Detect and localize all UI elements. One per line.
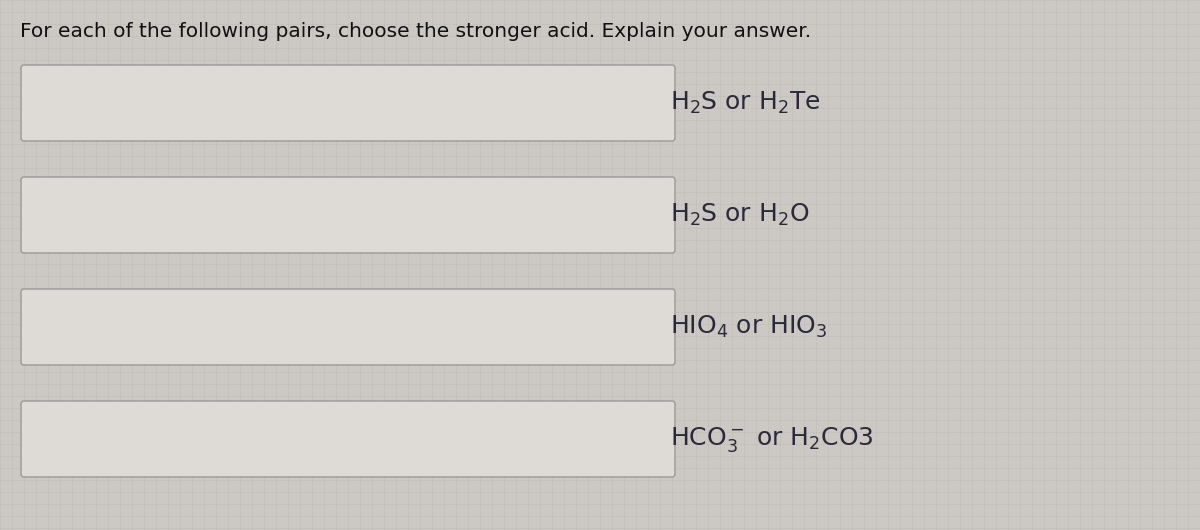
Text: $\mathregular{HCO_3^-}$ or $\mathregular{H_2CO3}$: $\mathregular{HCO_3^-}$ or $\mathregular… [670,425,874,454]
Text: $\mathregular{H_2S}$ or $\mathregular{H_2Te}$: $\mathregular{H_2S}$ or $\mathregular{H_… [670,90,821,116]
Text: $\mathregular{HIO_4}$ or $\mathregular{HIO_3}$: $\mathregular{HIO_4}$ or $\mathregular{H… [670,314,827,340]
Text: $\mathregular{H_2S}$ or $\mathregular{H_2O}$: $\mathregular{H_2S}$ or $\mathregular{H_… [670,202,809,228]
FancyBboxPatch shape [22,177,674,253]
Text: For each of the following pairs, choose the stronger acid. Explain your answer.: For each of the following pairs, choose … [20,22,811,41]
FancyBboxPatch shape [22,65,674,141]
FancyBboxPatch shape [22,289,674,365]
FancyBboxPatch shape [22,401,674,477]
